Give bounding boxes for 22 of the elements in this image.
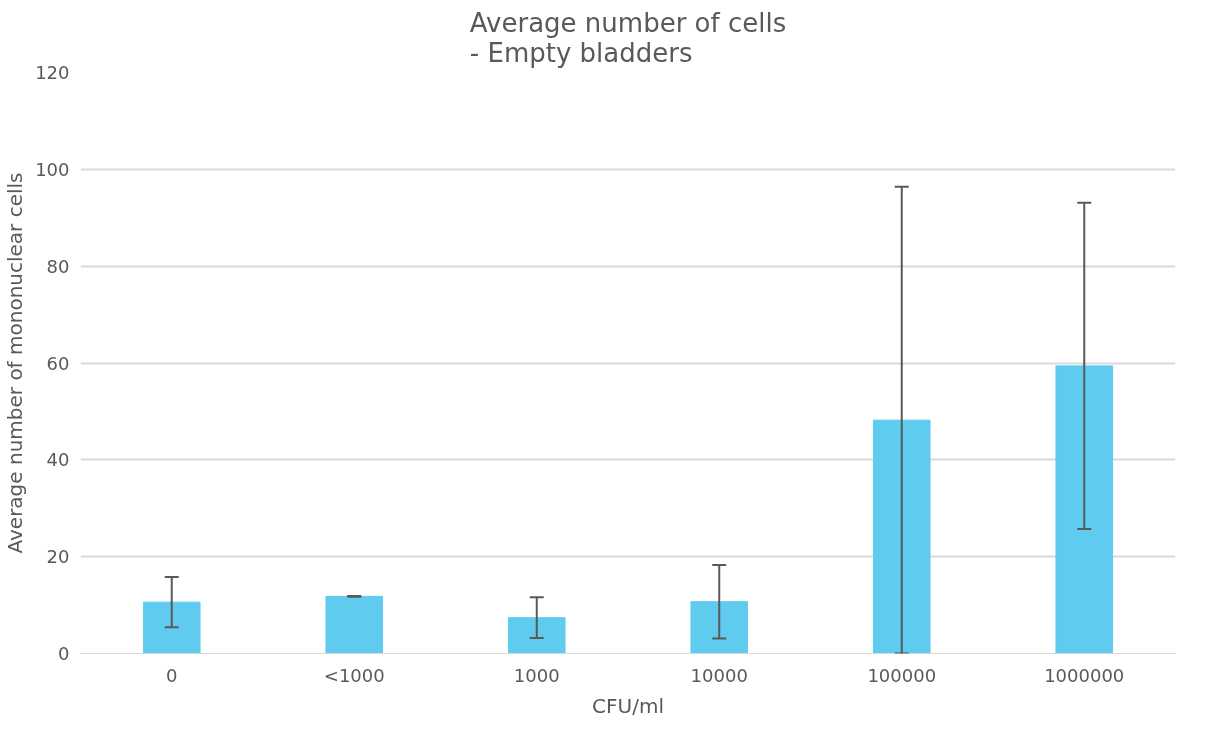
y-tick-label: 60 bbox=[46, 352, 70, 374]
x-axis-title: CFU/ml bbox=[592, 693, 664, 718]
x-tick-label: 1000 bbox=[513, 664, 560, 686]
y-tick-label: 0 bbox=[58, 643, 70, 664]
y-tick-label: 20 bbox=[46, 546, 70, 568]
bar bbox=[142, 601, 201, 654]
x-tick-label: 100000 bbox=[867, 664, 937, 686]
x-tick-label: 0 bbox=[166, 664, 178, 686]
bar bbox=[507, 617, 566, 654]
bar bbox=[690, 601, 749, 654]
y-tick-label: 100 bbox=[35, 158, 70, 180]
bar bbox=[872, 419, 931, 654]
x-tick-label: 1000000 bbox=[1044, 664, 1125, 686]
bar bbox=[325, 595, 384, 654]
y-tick-label: 40 bbox=[46, 449, 70, 471]
x-tick-label: 10000 bbox=[690, 664, 748, 686]
x-tick-label: <1000 bbox=[323, 664, 385, 686]
y-axis-title: Average number of mononuclear cells bbox=[3, 172, 28, 554]
y-tick-label: 120 bbox=[35, 62, 70, 83]
y-tick-label: 80 bbox=[46, 255, 70, 277]
chart-title: Average number of cells - Empty bladders bbox=[469, 7, 787, 68]
bar bbox=[1055, 365, 1114, 654]
